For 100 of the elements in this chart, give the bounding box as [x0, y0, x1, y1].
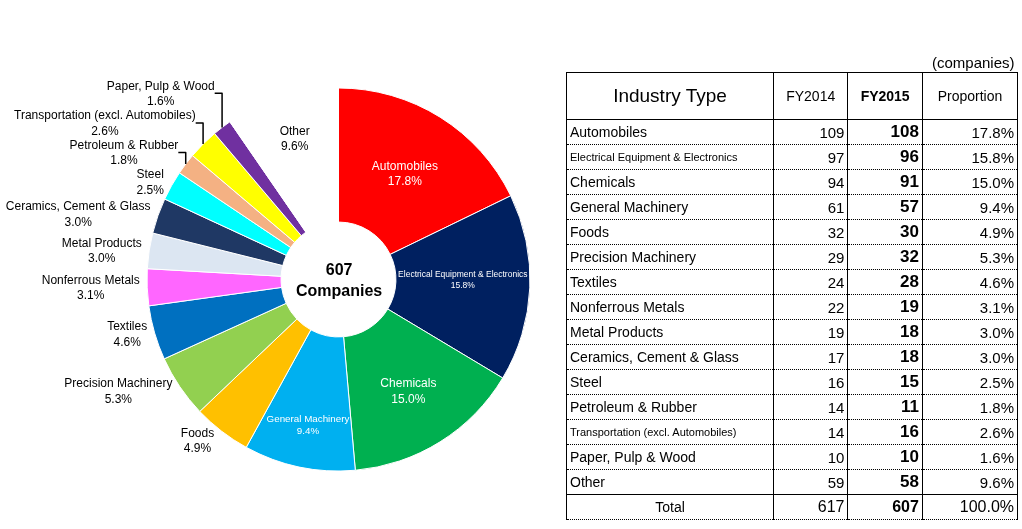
- data-label: 9.4%: [922, 194, 1018, 220]
- data-label: 3.0%: [64, 214, 93, 229]
- data-label: 10: [773, 444, 848, 470]
- data-label: 18: [847, 319, 923, 345]
- data-label: 3.0%: [922, 344, 1018, 370]
- text: 100.0%: [959, 498, 1014, 515]
- text: Industry Type: [566, 72, 774, 120]
- data-label: 2.5%: [136, 182, 165, 197]
- data-label: 16: [773, 369, 848, 395]
- data-label: 9.4%: [296, 425, 320, 437]
- data-label: 97: [773, 144, 848, 170]
- data-label: 3.0%: [922, 319, 1018, 345]
- data-label: 17: [773, 344, 848, 370]
- text: FY2014: [773, 72, 848, 120]
- slice-label: Precision Machinery: [64, 376, 173, 391]
- category-label: Nonferrous Metals: [566, 294, 774, 320]
- data-label: 10: [847, 444, 923, 470]
- slice-label: Ceramics, Cement & Glass: [5, 199, 151, 214]
- data-label: 15: [847, 369, 923, 395]
- data-label: 1.8%: [922, 394, 1018, 420]
- data-label: 4.6%: [113, 334, 142, 349]
- data-label: 5.3%: [922, 244, 1018, 270]
- data-label: 3.1%: [77, 288, 105, 303]
- category-label: Ceramics, Cement & Glass: [566, 344, 774, 370]
- text: (companies): [930, 52, 1016, 73]
- category-label: Other: [566, 469, 774, 495]
- data-label: 3.1%: [922, 294, 1018, 320]
- category-label: Automobiles: [566, 119, 774, 145]
- data-label: 94: [773, 169, 848, 195]
- slice-label: Automobiles: [371, 158, 438, 173]
- category-label: Foods: [566, 219, 774, 245]
- data-label: 1.6%: [147, 94, 175, 109]
- slice-label: Paper, Pulp & Wood: [106, 78, 215, 93]
- data-label: 1.8%: [110, 153, 138, 168]
- data-label: 5.3%: [104, 392, 133, 407]
- data-label: 19: [773, 319, 848, 345]
- data-label: 3.0%: [88, 251, 116, 266]
- data-label: 9.6%: [922, 469, 1018, 495]
- category-label: Transportation (excl. Automobiles): [566, 419, 774, 445]
- data-label: 15.0%: [391, 391, 426, 406]
- text: Total: [566, 494, 774, 520]
- data-label: 11: [847, 394, 923, 420]
- data-label: 15.8%: [922, 144, 1018, 170]
- data-label: 29: [773, 244, 848, 270]
- data-label: 108: [847, 119, 923, 145]
- category-label: Petroleum & Rubber: [566, 394, 774, 420]
- text: 617: [817, 498, 845, 515]
- text: 607: [892, 498, 919, 515]
- data-label: 18: [847, 344, 923, 370]
- data-label: 2.5%: [922, 369, 1018, 395]
- data-label: 2.6%: [922, 419, 1018, 445]
- data-label: 15.0%: [922, 169, 1018, 195]
- data-label: 4.9%: [922, 219, 1018, 245]
- data-label: 61: [773, 194, 848, 220]
- category-label: Paper, Pulp & Wood: [566, 444, 774, 470]
- data-label: 96: [847, 144, 923, 170]
- data-label: 22: [773, 294, 848, 320]
- data-label: 2.6%: [91, 123, 119, 138]
- slice-label: Other: [279, 123, 310, 138]
- text: Proportion: [922, 72, 1018, 120]
- category-label: Precision Machinery: [566, 244, 774, 270]
- data-label: 28: [847, 269, 923, 295]
- slice-label: Steel: [136, 167, 164, 182]
- category-label: Chemicals: [566, 169, 774, 195]
- data-label: 57: [847, 194, 923, 220]
- data-label: 16: [847, 419, 923, 445]
- data-label: 91: [847, 169, 923, 195]
- slice-label: Foods: [180, 425, 215, 440]
- data-label: 19: [847, 294, 923, 320]
- data-label: 4.9%: [183, 441, 212, 456]
- data-label: 30: [847, 219, 923, 245]
- slice-label: Electrical Equipment & Electronics: [398, 268, 528, 279]
- category-label: Steel: [566, 369, 774, 395]
- data-label: 32: [773, 219, 848, 245]
- category-label: Metal Products: [566, 319, 774, 345]
- data-label: 32: [847, 244, 923, 270]
- data-label: 58: [847, 469, 923, 495]
- data-label: 24: [773, 269, 848, 295]
- slice-label: Petroleum & Rubber: [69, 137, 179, 152]
- category-label: General Machinery: [566, 194, 774, 220]
- slice-label: Metal Products: [61, 235, 142, 250]
- data-label: 4.6%: [922, 269, 1018, 295]
- slice-label: Transportation (excl. Automobiles): [14, 108, 196, 123]
- data-label: 59: [773, 469, 848, 495]
- data-label: 17.8%: [922, 119, 1018, 145]
- data-label: 17.8%: [387, 174, 423, 189]
- category-label: Electrical Equipment & Electronics: [566, 144, 774, 170]
- data-label: 15.8%: [450, 279, 476, 290]
- data-label: 109: [773, 119, 848, 145]
- text: FY2015: [847, 72, 923, 120]
- data-label: 14: [773, 419, 848, 445]
- category-label: Textiles: [566, 269, 774, 295]
- slice-label: Chemicals: [380, 376, 437, 391]
- data-label: 14: [773, 394, 848, 420]
- slice-label: Nonferrous Metals: [41, 272, 140, 287]
- text: 607 Companies: [296, 261, 383, 299]
- data-label: 9.6%: [280, 139, 309, 154]
- slice-label: Textiles: [107, 319, 148, 334]
- slice-label: General Machinery: [266, 412, 350, 424]
- data-label: 1.6%: [922, 444, 1018, 470]
